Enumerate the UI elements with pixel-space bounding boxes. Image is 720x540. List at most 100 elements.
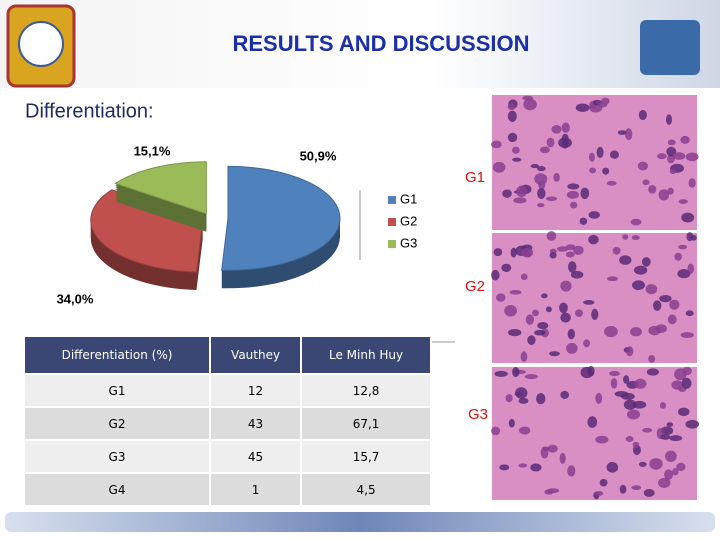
table-row: G3 45 15,7 [25, 440, 432, 474]
cell-nucleus [566, 190, 580, 199]
cell-nucleus [515, 387, 528, 399]
table-cell: 43 [210, 407, 303, 441]
cell-nucleus [559, 452, 566, 464]
cell-nucleus [664, 450, 677, 462]
cell-nucleus [638, 109, 647, 121]
cell-nucleus [492, 161, 506, 173]
cell-nucleus [579, 217, 588, 225]
cell-nucleus [594, 491, 604, 496]
cell-nucleus [588, 211, 600, 219]
subtitle: Differentiation: [25, 100, 154, 122]
cell-nucleus [667, 187, 674, 195]
cell-nucleus [659, 402, 667, 409]
cell-nucleus [625, 346, 634, 357]
cell-nucleus [609, 370, 620, 377]
table-cell: 15,7 [301, 440, 432, 474]
legend-swatch [388, 196, 396, 204]
cell-nucleus [556, 246, 569, 252]
cell-nucleus [494, 370, 508, 377]
cell-nucleus [536, 393, 546, 405]
cell-nucleus [525, 314, 535, 325]
cell-nucleus [643, 489, 655, 497]
legend-swatch [388, 240, 396, 248]
cell-nucleus [510, 247, 517, 258]
table-row: G4 1 4,5 [25, 473, 432, 507]
legend-label: G3 [400, 235, 417, 250]
cell-nucleus [537, 202, 545, 208]
cell-nucleus [631, 235, 640, 241]
cell-nucleus [569, 201, 578, 209]
micrograph [492, 95, 697, 230]
cell-nucleus [610, 378, 618, 389]
cell-nucleus [527, 335, 536, 345]
title: RESULTS AND DISCUSSION [232, 31, 529, 56]
cell-nucleus [524, 374, 538, 380]
cell-nucleus [648, 184, 657, 194]
cell-nucleus [499, 464, 510, 471]
cell-nucleus [669, 435, 683, 442]
cell-nucleus [518, 426, 531, 435]
cell-nucleus [545, 196, 558, 202]
cell-nucleus [676, 462, 686, 472]
table-cell: 4,5 [301, 473, 432, 507]
cell-nucleus [632, 441, 640, 448]
cell-nucleus [560, 280, 572, 292]
cell-nucleus [685, 152, 699, 162]
cell-nucleus [559, 302, 568, 314]
cell-nucleus [493, 248, 503, 257]
cell-nucleus [533, 329, 546, 336]
cell-nucleus [518, 463, 528, 468]
cell-nucleus [513, 197, 527, 204]
cell-nucleus [642, 427, 653, 433]
cell-nucleus [660, 434, 671, 440]
cell-nucleus [678, 199, 688, 204]
cell-nucleus [522, 95, 534, 101]
cell-nucleus [680, 332, 694, 338]
cell-nucleus [546, 231, 557, 241]
cell-nucleus [596, 146, 604, 158]
cell-nucleus [541, 293, 548, 299]
cell-nucleus [491, 426, 501, 436]
cell-nucleus [606, 276, 618, 282]
cell-nucleus [677, 268, 691, 279]
cell-nucleus [588, 152, 595, 162]
cell-nucleus [567, 328, 575, 340]
cell-nucleus [609, 150, 619, 159]
legend-label: G1 [400, 191, 417, 206]
image-label: G1 [465, 169, 485, 186]
table-cell: 12 [210, 374, 303, 408]
footer-bar [5, 512, 715, 532]
cell-nucleus [681, 377, 692, 389]
cell-nucleus [599, 478, 608, 487]
cell-nucleus [604, 326, 618, 338]
cell-nucleus [652, 300, 662, 311]
table-cell: 12,8 [301, 374, 432, 408]
cell-nucleus [617, 130, 627, 135]
table-cell: G2 [25, 407, 211, 441]
cell-nucleus [508, 328, 522, 337]
cell-nucleus [622, 234, 629, 240]
cell-nucleus [688, 178, 696, 188]
cell-nucleus [530, 163, 540, 169]
cell-nucleus [574, 309, 584, 317]
table-row: G2 43 67,1 [25, 407, 432, 441]
cell-nucleus [648, 325, 661, 336]
cell-nucleus [619, 255, 632, 265]
table-cell: G1 [25, 374, 211, 408]
cell-nucleus [595, 392, 603, 404]
cell-nucleus [570, 270, 584, 279]
table-cell: G4 [25, 473, 211, 507]
cell-nucleus [583, 300, 595, 305]
cell-nucleus [645, 284, 658, 295]
pie-value-label: 15,1% [134, 143, 171, 158]
table-row: G1 12 12,8 [25, 374, 432, 408]
cell-nucleus [589, 167, 597, 174]
cell-nucleus [491, 269, 500, 281]
pie-slice [90, 189, 204, 273]
cell-nucleus [546, 137, 555, 148]
cell-nucleus [520, 351, 528, 362]
cell-nucleus [491, 140, 502, 149]
cell-nucleus [685, 419, 700, 429]
cell-nucleus [505, 394, 513, 403]
image-label: G3 [468, 406, 488, 423]
